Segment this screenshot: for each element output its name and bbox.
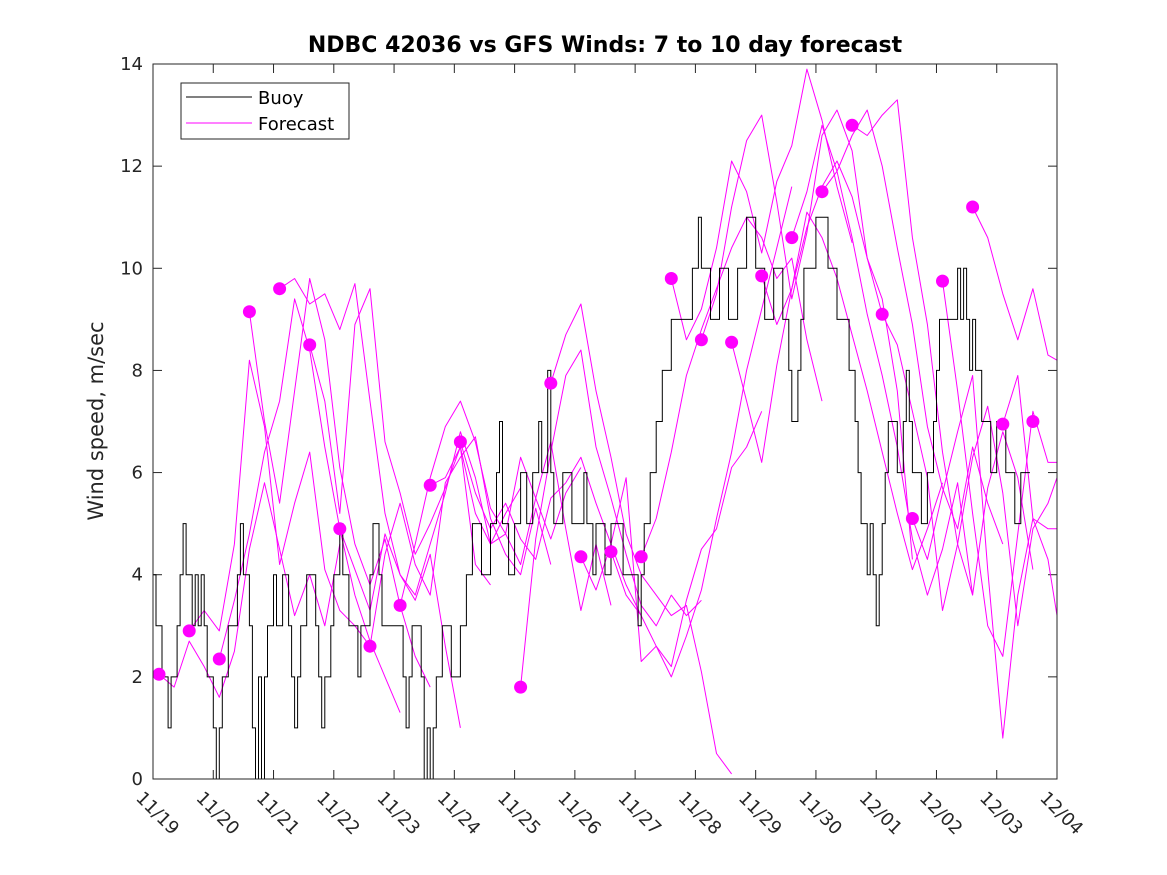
- forecast-line: [670, 68, 853, 341]
- y-tick-label: 12: [120, 156, 143, 177]
- forecast-line: [1002, 375, 1058, 616]
- forecast-marker: [755, 269, 769, 283]
- y-axis-label: Wind speed, m/sec: [84, 321, 108, 520]
- plot-frame: [152, 63, 1058, 780]
- forecast-markers: [152, 118, 1040, 694]
- forecast-marker: [966, 200, 980, 214]
- forecast-marker: [785, 231, 799, 245]
- legend: Buoy Forecast: [180, 82, 350, 140]
- forecast-line: [881, 314, 1058, 627]
- forecast-marker: [212, 652, 226, 666]
- forecast-line: [399, 400, 582, 606]
- plot-area: [153, 64, 1057, 779]
- y-tick-label: 10: [120, 258, 143, 279]
- buoy-line: [153, 216, 1030, 780]
- y-tick-label: 2: [132, 667, 143, 688]
- forecast-line: [188, 359, 371, 647]
- forecast-marker: [694, 333, 708, 347]
- forecast-marker: [845, 118, 859, 132]
- forecast-marker: [604, 545, 618, 559]
- legend-box: [180, 82, 350, 140]
- forecast-marker: [544, 376, 558, 390]
- forecast-marker: [303, 338, 317, 352]
- forecast-marker: [242, 305, 256, 319]
- forecast-marker: [574, 550, 588, 564]
- forecast-line: [640, 216, 823, 557]
- chart-title: NDBC 42036 vs GFS Winds: 7 to 10 day for…: [308, 33, 903, 58]
- legend-forecast-label: Forecast: [258, 114, 334, 135]
- forecast-line: [279, 278, 461, 728]
- forecast-marker: [725, 335, 739, 349]
- forecast-line: [761, 211, 943, 571]
- forecast-marker: [875, 307, 889, 321]
- forecast-marker: [152, 667, 166, 681]
- forecast-marker: [634, 550, 648, 564]
- forecast-line: [821, 109, 1004, 545]
- legend-buoy-label: Buoy: [258, 88, 304, 109]
- forecast-marker: [363, 639, 377, 653]
- forecast-marker: [514, 680, 528, 694]
- forecast-marker: [182, 624, 196, 638]
- y-tick-label: 14: [120, 54, 143, 75]
- forecast-marker: [453, 435, 467, 449]
- forecast-marker: [664, 272, 678, 285]
- forecast-line: [942, 281, 1057, 657]
- y-tick-label: 0: [132, 769, 143, 790]
- forecast-line: [911, 375, 1057, 739]
- forecast-line: [851, 99, 1034, 596]
- forecast-marker: [273, 282, 287, 296]
- y-tick-label: 4: [132, 565, 143, 586]
- forecast-marker: [936, 274, 949, 288]
- forecast-line: [369, 436, 552, 647]
- forecast-marker: [333, 522, 347, 536]
- forecast-line: [972, 206, 1058, 361]
- forecast-marker: [815, 185, 829, 199]
- y-tick-label: 6: [132, 463, 143, 484]
- forecast-marker: [423, 478, 437, 492]
- forecast-line: [791, 124, 974, 596]
- forecast-marker: [905, 512, 919, 525]
- forecast-marker: [1026, 415, 1040, 428]
- y-tick-label: 8: [132, 360, 143, 381]
- forecast-line: [700, 109, 883, 340]
- forecast-marker: [996, 417, 1010, 431]
- forecast-marker: [393, 598, 407, 612]
